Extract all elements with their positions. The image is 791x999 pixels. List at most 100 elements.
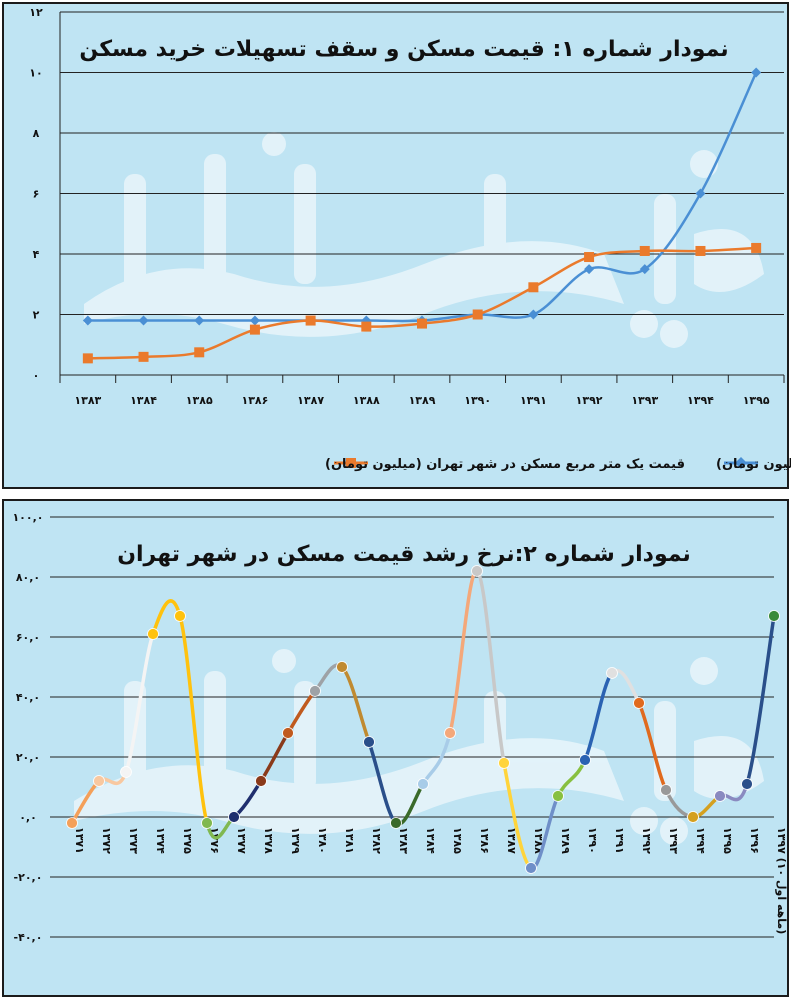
data-point: [93, 775, 105, 787]
data-point-price: [639, 245, 650, 256]
series-segment: [745, 614, 776, 786]
chart-2-y-axis: -۴۰,۰ -۲۰,۰ ۰,۰ ۲۰,۰ ۴۰,۰ ۶۰,۰ ۸۰,۰ ۱۰۰,۰: [12, 511, 43, 944]
data-point-loan: [138, 315, 149, 326]
x-tick-label: ۱۳۸۹: [409, 394, 436, 407]
x-tick-label: ۱۳۹۱: [613, 827, 626, 854]
data-point: [660, 784, 672, 796]
data-point: [498, 757, 510, 769]
data-point-price: [249, 324, 260, 335]
x-tick-label: ۱۳۷۹: [289, 827, 302, 854]
data-point: [417, 778, 429, 790]
data-point-price: [751, 242, 762, 253]
y-tick-label: ۰: [33, 369, 40, 382]
y-tick-label: ۱۰۰,۰: [12, 511, 43, 524]
y-tick-label: ۲: [33, 309, 40, 322]
y-tick-label: -۲۰,۰: [14, 871, 43, 884]
x-tick-label: ۱۳۹۰: [464, 394, 491, 407]
data-point: [120, 766, 132, 778]
chart-1-title: نمودار شماره ۱: قیمت مسکن و سقف تسهیلات …: [79, 37, 728, 62]
series-segment: [124, 632, 155, 774]
y-tick-label: ۸: [33, 127, 40, 140]
data-point: [714, 790, 726, 802]
x-tick-label: ۱۳۷۳: [127, 827, 140, 854]
data-point-loan: [249, 315, 260, 326]
x-tick-label: ۱۳۸۶: [241, 394, 268, 407]
x-tick-label: ۱۳۸۷: [297, 394, 324, 407]
series-segment: [151, 599, 182, 636]
legend-label-loan: مبلغ وام خرید (ده میلیون تومان): [716, 457, 791, 472]
chart-1-legend: مبلغ وام خرید (ده میلیون تومان) قیمت یک …: [325, 457, 791, 472]
data-point: [390, 817, 402, 829]
x-tick-label: ۱۳۹۵: [721, 827, 734, 854]
data-point-price: [194, 347, 205, 358]
chart-2: -۴۰,۰ -۲۰,۰ ۰,۰ ۲۰,۰ ۴۰,۰ ۶۰,۰ ۸۰,۰ ۱۰۰,۰ ۱۳۷۱ ۱…: [12, 511, 788, 944]
data-point: [687, 811, 699, 823]
data-point-loan: [751, 67, 762, 78]
data-point: [633, 697, 645, 709]
x-tick-label: ۱۳۸۷: [505, 827, 518, 854]
data-point: [282, 727, 294, 739]
data-point: [201, 817, 213, 829]
y-tick-label: ۴۰,۰: [16, 691, 40, 704]
x-tick-label: ۱۳۷۷: [235, 827, 248, 854]
series-segment: [475, 569, 506, 765]
data-point-loan: [584, 264, 595, 275]
x-tick-label: ۱۳۹۱: [520, 394, 547, 407]
data-point-loan: [695, 188, 706, 199]
data-point: [579, 754, 591, 766]
legend-label-price: قیمت یک متر مربع مسکن در شهر تهران (میلی…: [325, 457, 685, 472]
x-tick-label: ۱۳۸۲: [370, 827, 383, 854]
x-tick-label: ۱۳۸۰: [316, 827, 329, 854]
series-segment: [178, 614, 209, 825]
data-point-price: [417, 318, 427, 329]
x-tick-label: ۱۳۷۲: [100, 827, 113, 854]
y-tick-label: ۲۰,۰: [16, 751, 40, 764]
chart-panel-2: -۴۰,۰ -۲۰,۰ ۰,۰ ۲۰,۰ ۴۰,۰ ۶۰,۰ ۸۰,۰ ۱۰۰,۰ ۱۳۷۱ ۱…: [2, 499, 789, 997]
x-tick-label: ۱۳۸۵: [186, 394, 213, 407]
y-tick-label: ۶۰,۰: [16, 631, 40, 644]
data-point: [174, 610, 186, 622]
data-point: [471, 565, 483, 577]
x-tick-label: ۱۳۹۴: [687, 394, 714, 407]
x-tick-label: ۱۳۷۸: [262, 827, 275, 854]
data-point: [255, 775, 267, 787]
x-tick-label: ۱۳۹۲: [576, 394, 603, 407]
data-point-price: [528, 282, 539, 293]
chart-2-x-axis: ۱۳۷۱ ۱۳۷۲ ۱۳۷۳ ۱۳۷۴ ۱۳۷۵ ۱۳۷۶ ۱۳۷۷ ۱۳۷۸ ۱۳۷۹ ۱۳۸۰…: [73, 827, 788, 934]
x-tick-label: ۱۳۷۴: [154, 827, 167, 854]
data-point-loan: [82, 315, 93, 326]
data-point-loan: [639, 264, 650, 275]
data-point: [228, 811, 240, 823]
x-tick-label: ۱۳۸۳: [397, 827, 410, 854]
y-tick-label: ۱۰: [29, 67, 42, 80]
data-point: [444, 727, 456, 739]
x-tick-label: ۱۳۸۹: [559, 827, 572, 854]
x-tick-label: ۱۳۹۲: [640, 827, 653, 854]
x-tick-label: ۱۳۹۳: [631, 394, 658, 407]
x-tick-label: ۱۳۷۵: [181, 827, 194, 854]
legend-marker-loan: [735, 457, 747, 469]
x-tick-label: ۱۳۸۳: [74, 394, 101, 407]
x-tick-label: ۱۳۸۸: [353, 394, 380, 407]
data-point: [552, 790, 564, 802]
y-tick-label: ۴: [33, 248, 40, 261]
data-point: [768, 610, 780, 622]
x-tick-label: ۱۳۸۶: [478, 827, 491, 854]
data-point: [66, 817, 78, 829]
x-tick-label: ۱۳۸۱: [343, 827, 356, 854]
data-point: [525, 862, 537, 874]
y-tick-label: ۱۲: [29, 6, 43, 19]
series-segment: [340, 665, 371, 744]
chart-1-grid: [59, 11, 784, 376]
x-tick-label: ۱۳۸۴: [424, 827, 437, 854]
data-point: [363, 736, 375, 748]
data-point-price: [695, 245, 706, 256]
data-point-loan: [194, 315, 205, 326]
x-tick-label: ۱۳۸۵: [451, 827, 464, 854]
data-point: [336, 661, 348, 673]
x-tick-label: ۱۳۹۷ (۱۰ ماهه اول): [775, 827, 788, 934]
data-point: [147, 628, 159, 640]
data-point-price: [361, 321, 372, 332]
chart-2-grid: [50, 516, 774, 938]
